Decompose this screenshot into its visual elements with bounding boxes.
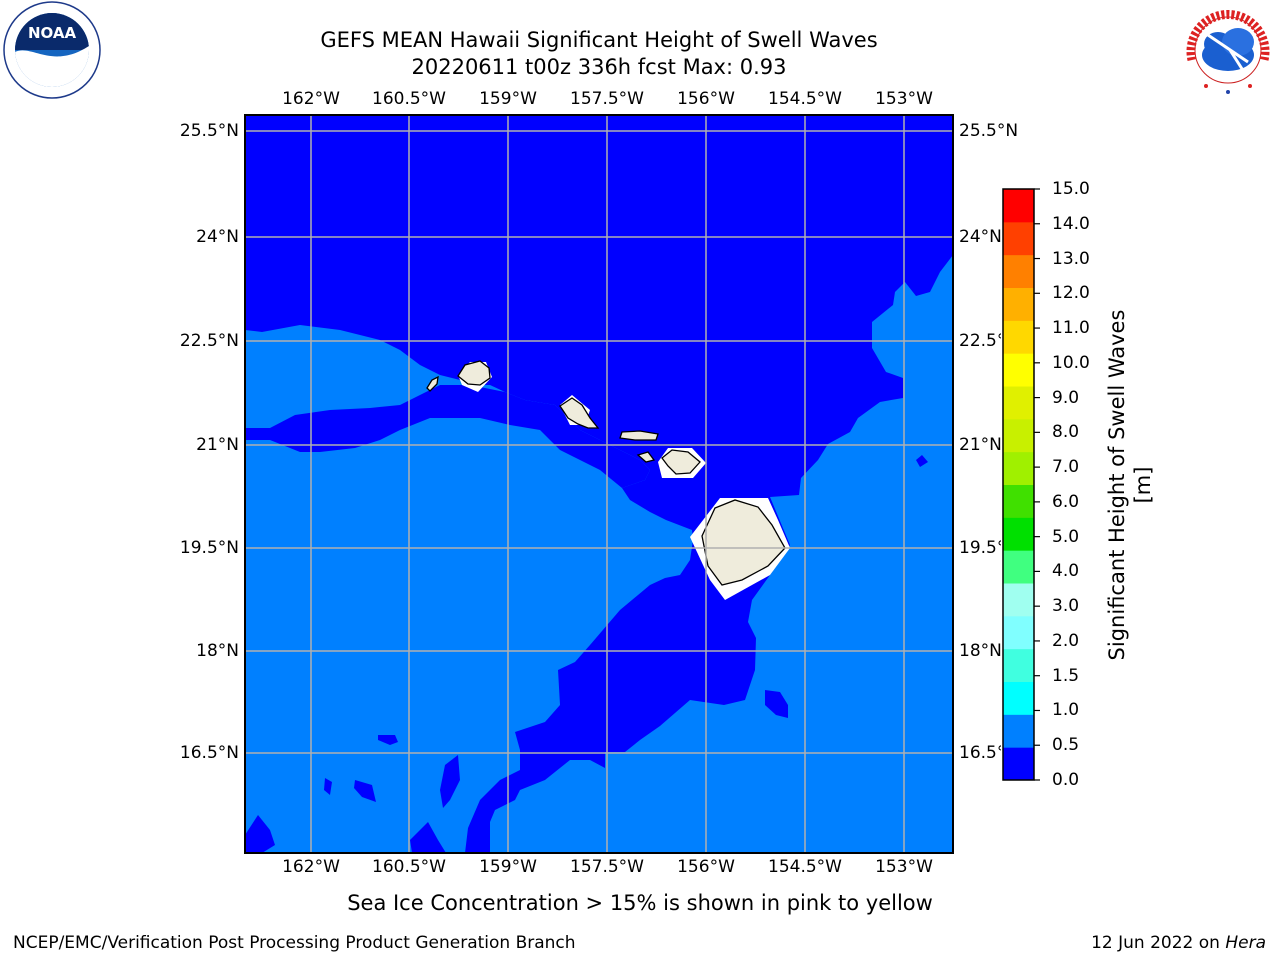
swell-patch-6 (440, 755, 460, 808)
lat-label-left: 22.5°N (179, 331, 239, 351)
colorbar-tick-label: 14.0 (1052, 213, 1090, 234)
swell-patch-3 (378, 735, 398, 745)
colorbar-tick-label: 10.0 (1052, 352, 1090, 373)
lon-label-top: 153°W (875, 89, 933, 109)
lon-label-top: 162°W (282, 89, 340, 109)
colorbar-segment (1003, 418, 1034, 453)
colorbar-tick-label: 7.0 (1052, 457, 1080, 478)
colorbar-segment (1003, 353, 1034, 387)
footer-date-text: 12 Jun 2022 on (1091, 933, 1220, 953)
colorbar-segment (1003, 714, 1034, 748)
lon-label-top: 156°W (677, 89, 735, 109)
lon-label-bottom: 157.5°W (570, 857, 644, 877)
map-frame (244, 114, 954, 854)
island-niihau (426, 375, 439, 392)
noaa-logo-text: NOAA (28, 24, 77, 42)
swell-patch-1 (765, 690, 788, 718)
lat-label-right: 25.5°N (959, 121, 1019, 141)
colorbar-tick-label: 9.0 (1052, 387, 1080, 408)
colorbar-tick-label: 13.0 (1052, 248, 1090, 269)
island-kauai (457, 360, 491, 386)
colorbar-segment (1003, 320, 1034, 354)
colorbar-tick-label: 1.5 (1052, 665, 1080, 686)
lon-label-top: 154.5°W (768, 89, 842, 109)
colorbar-segment (1003, 287, 1034, 321)
lon-label-bottom: 160.5°W (372, 857, 446, 877)
colorbar-segment (1003, 451, 1034, 485)
footer-branch: NCEP/EMC/Verification Post Processing Pr… (13, 933, 576, 953)
island-maui (661, 449, 701, 475)
colorbar-tick-label: 0.5 (1052, 735, 1080, 756)
colorbar-segment (1003, 517, 1034, 551)
colorbar-segment (1003, 583, 1034, 617)
colorbar-tick-label: 0.0 (1052, 770, 1080, 790)
colorbar-segment (1003, 221, 1034, 256)
lat-label-left: 16.5°N (179, 743, 239, 763)
swell-region-low-north (245, 115, 953, 853)
colorbar-segment (1003, 189, 1034, 223)
sea-ice-note-text: Sea Ice Concentration > 15% is shown in … (347, 891, 933, 915)
colorbar-segment (1003, 484, 1034, 518)
lat-label-left: 19.5°N (179, 538, 239, 558)
nws-logo (1181, 3, 1275, 97)
swell-patch-7 (245, 815, 275, 853)
lat-label-right: 16.5°N (959, 743, 1001, 763)
colorbar-segment (1003, 681, 1034, 715)
map-title: GEFS MEAN Hawaii Significant Height of S… (320, 28, 878, 52)
lat-label-right: 24°N (959, 227, 1001, 247)
lat-label-right: 21°N (959, 435, 1001, 455)
colorbar-tick-label: 3.0 (1052, 596, 1080, 617)
lon-label-bottom: 156°W (677, 857, 735, 877)
lat-label-left: 24°N (196, 227, 239, 247)
colorbar-tick-label: 1.0 (1052, 700, 1080, 721)
colorbar-segment (1003, 550, 1034, 584)
footer-date: 12 Jun 2022 on Hera (1091, 933, 1266, 953)
colorbar-tick-label: 2.0 (1052, 630, 1080, 651)
colorbar-segment (1003, 648, 1034, 682)
swell-region-low-band (245, 385, 650, 488)
colorbar-segment (1003, 615, 1034, 650)
lon-label-top: 159°W (479, 89, 537, 109)
colorbar-tick-label: 5.0 (1052, 526, 1080, 547)
lon-label-top: 157.5°W (570, 89, 644, 109)
colorbar-segment (1003, 386, 1034, 420)
sea-ice-note: Sea Ice Concentration > 15% is shown in … (0, 891, 1280, 915)
lon-label-top: 160.5°W (372, 89, 446, 109)
island-lanai (636, 451, 656, 463)
colorbar-tick-label: 4.0 (1052, 561, 1080, 582)
graticule (245, 115, 953, 853)
lon-label-bottom: 154.5°W (768, 857, 842, 877)
colorbar-segment (1003, 254, 1034, 288)
lat-label-left: 18°N (196, 641, 239, 661)
lat-label-left: 25.5°N (179, 121, 239, 141)
swell-patch-5 (354, 780, 376, 802)
colorbar-tick-label: 6.0 (1052, 491, 1080, 512)
colorbar (1003, 188, 1040, 781)
footer-host: Hera (1225, 933, 1266, 953)
colorbar-frame (1002, 188, 1035, 781)
colorbar-tick-label: 11.0 (1052, 318, 1090, 339)
island-oahu (559, 397, 600, 429)
swell-patch-8 (410, 822, 446, 853)
colorbar-segment (1003, 747, 1034, 781)
lat-label-right: 22.5°N (959, 331, 1001, 351)
lon-label-bottom: 162°W (282, 857, 340, 877)
noaa-logo: NOAA (3, 1, 101, 99)
colorbar-tick-label: 15.0 (1052, 179, 1090, 199)
map-subtitle-forecast: 20220611 t00z 336h fcst Max: 0.93 (411, 55, 787, 79)
colorbar-tick-label: 8.0 (1052, 422, 1080, 443)
lon-label-bottom: 153°W (875, 857, 933, 877)
colorbar-label: Significant Height of Swell Waves [m] (1105, 309, 1155, 661)
lat-label-left: 21°N (196, 435, 239, 455)
lat-label-right: 19.5°N (959, 538, 1001, 558)
island-molokai (619, 430, 659, 441)
swell-patch-4 (324, 778, 332, 795)
colorbar-tick-label: 12.0 (1052, 283, 1090, 304)
lat-label-right: 18°N (959, 641, 1001, 661)
lon-label-bottom: 159°W (479, 857, 537, 877)
swell-patch-2 (916, 455, 928, 467)
